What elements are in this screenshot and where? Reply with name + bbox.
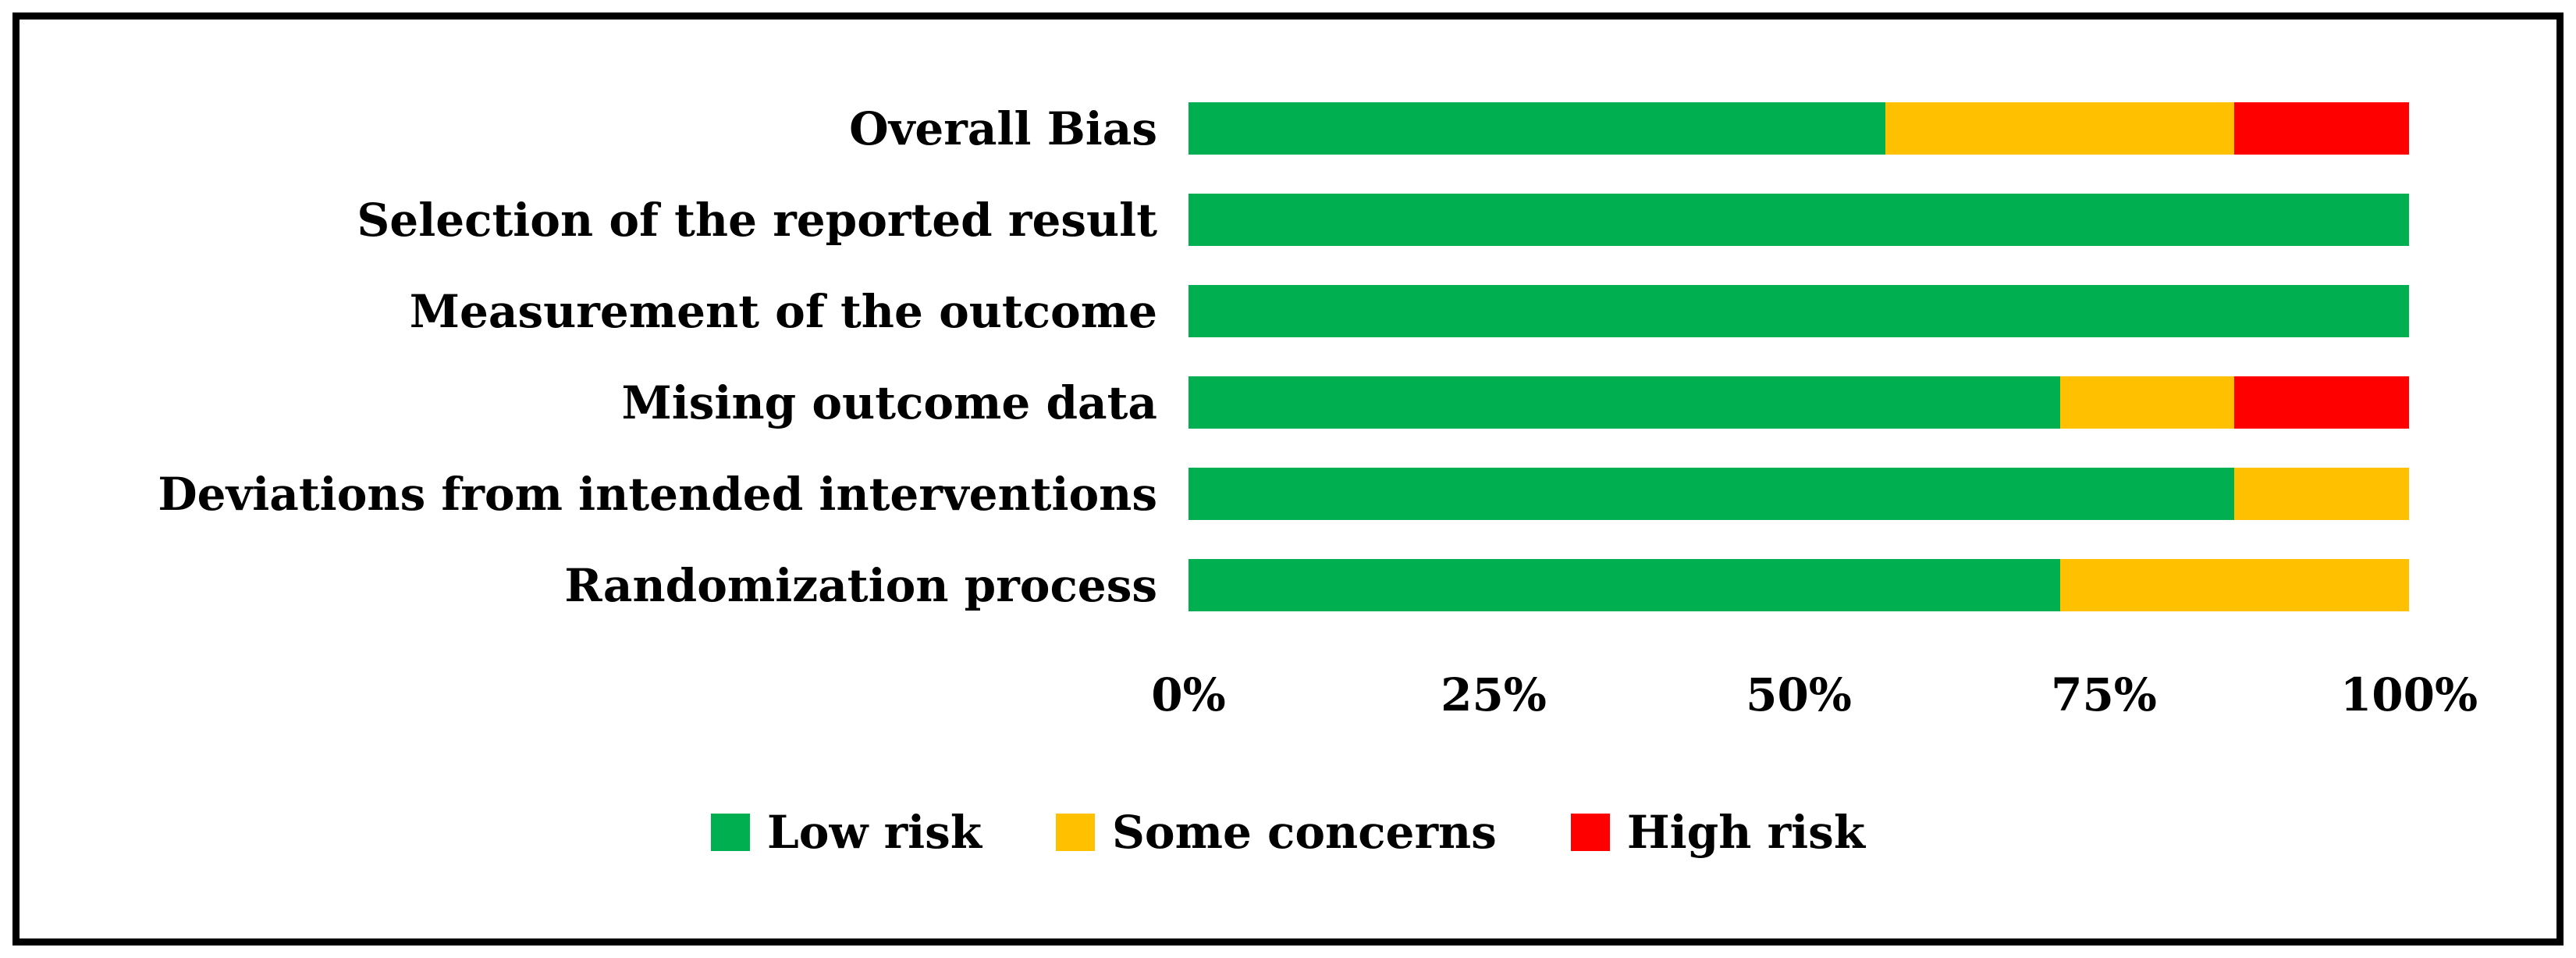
legend-item-some-concerns: Some concerns bbox=[1056, 810, 1497, 855]
bar-row-deviations-from-intended-interventions: Deviations from intended interventions bbox=[20, 468, 2556, 520]
category-label: Selection of the reported result bbox=[357, 193, 1157, 247]
bar-segment-some-concerns bbox=[2059, 376, 2235, 429]
bar-segment-some-concerns bbox=[1885, 102, 2235, 155]
stacked-bar-chart: Overall Bias Selection of the reported re… bbox=[20, 102, 2556, 611]
bar-row-measurement-of-the-outcome: Measurement of the outcome bbox=[20, 285, 2556, 337]
bar-row-mising-outcome-data: Mising outcome data bbox=[20, 376, 2556, 429]
bar-segment-low-risk bbox=[1189, 194, 2409, 246]
bar-segment-high-risk bbox=[2234, 102, 2409, 155]
category-label: Overall Bias bbox=[849, 101, 1157, 155]
x-axis-tick-label: 0% bbox=[1151, 668, 1226, 721]
x-axis-tick-label: 75% bbox=[2051, 668, 2157, 721]
bar-segment-low-risk bbox=[1189, 559, 2060, 611]
x-axis-tick-label: 25% bbox=[1441, 668, 1547, 721]
bar-segment-low-risk bbox=[1189, 376, 2060, 429]
bar-segment-low-risk bbox=[1189, 468, 2235, 520]
bar-segment-low-risk bbox=[1189, 285, 2409, 337]
legend-swatch-low-risk bbox=[710, 814, 750, 851]
legend-item-high-risk: High risk bbox=[1570, 806, 1866, 859]
bar-row-randomization-process: Randomization process bbox=[20, 559, 2556, 611]
bar-row-selection-of-the-reported-result: Selection of the reported result bbox=[20, 194, 2556, 246]
stacked-bar bbox=[1189, 285, 2409, 337]
legend-swatch-some-concerns bbox=[1056, 814, 1096, 851]
x-axis-tick-label: 50% bbox=[1746, 668, 1852, 721]
legend-swatch-high-risk bbox=[1570, 814, 1610, 851]
legend-label: Some concerns bbox=[1112, 806, 1497, 859]
category-label: Deviations from intended interventions bbox=[158, 467, 1157, 521]
legend: Low risk Some concerns High risk bbox=[20, 810, 2556, 855]
legend-item-low-risk: Low risk bbox=[710, 806, 982, 859]
bar-segment-some-concerns bbox=[2059, 559, 2409, 611]
bar-segment-low-risk bbox=[1189, 102, 1886, 155]
stacked-bar bbox=[1189, 102, 2409, 155]
category-label: Measurement of the outcome bbox=[409, 284, 1157, 338]
stacked-bar bbox=[1189, 376, 2409, 429]
figure-frame: Overall Bias Selection of the reported re… bbox=[12, 12, 2564, 946]
legend-label: Low risk bbox=[766, 806, 982, 859]
category-label: Mising outcome data bbox=[621, 376, 1157, 429]
bar-segment-some-concerns bbox=[2234, 468, 2409, 520]
legend-label: High risk bbox=[1626, 806, 1866, 859]
x-axis-tick-label: 100% bbox=[2340, 668, 2478, 721]
category-label: Randomization process bbox=[564, 558, 1157, 612]
bar-segment-high-risk bbox=[2234, 376, 2409, 429]
stacked-bar bbox=[1189, 559, 2409, 611]
stacked-bar bbox=[1189, 468, 2409, 520]
x-axis: 0% 25% 50% 75% 100% bbox=[1151, 668, 2478, 721]
bar-row-overall-bias: Overall Bias bbox=[20, 102, 2556, 155]
stacked-bar bbox=[1189, 194, 2409, 246]
